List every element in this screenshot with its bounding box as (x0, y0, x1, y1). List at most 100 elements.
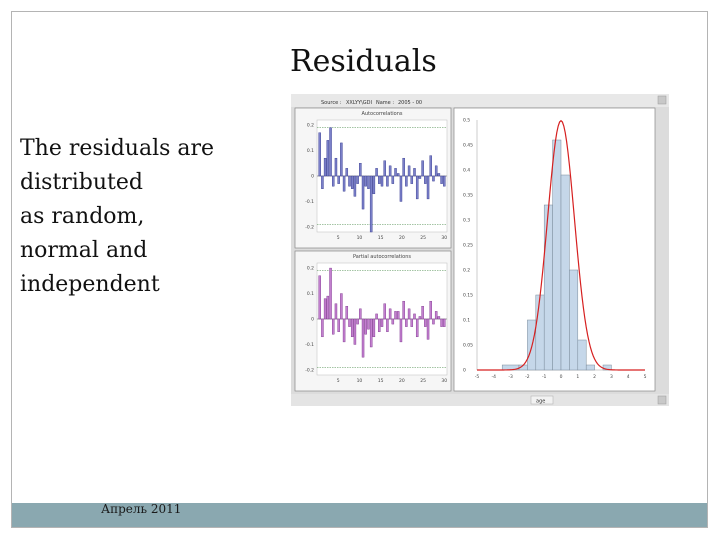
x-tick-label: -5 (475, 374, 480, 380)
corr-bar (334, 157, 338, 177)
source-label: Source : (321, 100, 342, 106)
corr-bar (440, 175, 443, 184)
y-tick-label: 0.2 (307, 123, 314, 129)
corr-bar (321, 318, 324, 338)
corr-bar (437, 173, 441, 177)
y-tick-label: -0.1 (305, 342, 314, 348)
corr-bar (340, 293, 343, 320)
scroll-up-button[interactable] (657, 95, 667, 105)
y-tick-label: -0.2 (305, 225, 314, 231)
corr-bar (342, 318, 346, 343)
corr-bar (410, 318, 414, 327)
y-tick-label: 0.15 (463, 293, 473, 299)
corr-bar (329, 267, 332, 320)
corr-bar (334, 303, 338, 320)
scroll-down-button[interactable] (657, 395, 667, 405)
corr-bar (332, 175, 335, 187)
y-tick-label: 0.1 (307, 148, 314, 154)
y-tick-label: 0.2 (307, 266, 314, 272)
body-line: independent (20, 272, 160, 297)
histogram-bar (585, 364, 595, 371)
x-tick-label: 5 (337, 235, 340, 241)
corr-bar (424, 175, 427, 184)
corr-bar (415, 318, 419, 338)
corr-bar (388, 165, 392, 177)
status-bar (291, 394, 669, 406)
corr-bar (342, 175, 346, 192)
corr-bar (329, 127, 332, 177)
corr-bar (394, 311, 397, 320)
corr-bar (353, 318, 357, 345)
corr-bar (345, 168, 349, 177)
name-value: 2005 - 00 (398, 100, 422, 106)
x-tick-label: -1 (542, 374, 547, 380)
y-tick-label: 0.4 (463, 168, 470, 174)
corr-bar (391, 318, 395, 325)
y-tick-label: 0 (311, 317, 314, 323)
corr-bar (399, 175, 403, 202)
corr-bar (429, 155, 432, 177)
corr-bar (434, 311, 438, 320)
y-tick-label: 0.25 (463, 243, 473, 249)
corr-bar (326, 295, 330, 320)
slide-frame (11, 11, 708, 528)
x-tick-label: 25 (420, 235, 426, 241)
corr-bar (405, 318, 408, 327)
corr-bar (364, 175, 367, 187)
status-field[interactable] (530, 395, 554, 405)
y-tick-label: 0 (311, 174, 314, 180)
corr-bar (367, 318, 370, 330)
y-tick-label: 0.05 (463, 343, 473, 349)
y-tick-label: -0.2 (305, 368, 314, 374)
corr-bar (332, 318, 335, 335)
corr-bar (321, 175, 324, 189)
corr-bar (340, 142, 343, 177)
corr-bar (424, 318, 427, 327)
x-tick-label: 15 (378, 378, 384, 384)
corr-bar (369, 175, 373, 233)
corr-bar (437, 316, 441, 320)
corr-bar (383, 303, 386, 320)
corr-bar (378, 175, 381, 184)
acf-chart: Autocorrelations 0.2 0.1 0 -0.1 -0.2 5 10 15 20 25… (305, 111, 447, 241)
corr-bar (391, 175, 395, 184)
corr-bar (413, 313, 416, 320)
histogram-bar (535, 294, 545, 371)
x-tick-label: 1 (576, 374, 579, 380)
slide-body: The residuals are distributed as random,… (20, 132, 260, 302)
toolbar (291, 94, 669, 107)
corr-bar (380, 175, 384, 187)
corr-bar (323, 157, 327, 177)
x-tick-label: 5 (644, 374, 647, 380)
corr-bar (323, 298, 327, 320)
corr-bar (407, 165, 411, 177)
corr-bar (337, 318, 340, 332)
histogram-bar (577, 339, 587, 371)
corr-bar (443, 318, 446, 327)
histogram-bar (543, 204, 553, 371)
corr-bar (369, 318, 373, 348)
corr-bar (367, 175, 370, 189)
corr-bar (350, 175, 354, 189)
x-tick-label: -4 (492, 374, 497, 380)
y-tick-label: 0.1 (307, 291, 314, 297)
body-line: distributed (20, 170, 143, 195)
corr-bar (372, 318, 376, 338)
chart-title: Partial autocorrelations (353, 254, 411, 260)
corr-bar (440, 318, 443, 327)
corr-bar (345, 306, 349, 320)
x-tick-label: 25 (420, 378, 426, 384)
corr-bar (318, 275, 321, 320)
x-tick-label: 4 (627, 374, 630, 380)
corr-bar (426, 175, 430, 200)
x-tick-label: 10 (357, 378, 363, 384)
corr-bar (326, 140, 330, 177)
corr-bar (353, 175, 357, 197)
corr-bar (434, 165, 438, 177)
corr-bar (383, 160, 386, 177)
residuals-screenshot: Source : XXLYY\GDI Name : 2005 - 00 Auto… (291, 94, 669, 406)
pacf-chart: Partial autocorrelations 0.2 0.1 0 -0.1 -0.2 5… (305, 254, 447, 384)
corr-bar (348, 318, 351, 327)
source-value: XXLYY\GDI (346, 100, 372, 106)
x-tick-label: 2 (593, 374, 596, 380)
